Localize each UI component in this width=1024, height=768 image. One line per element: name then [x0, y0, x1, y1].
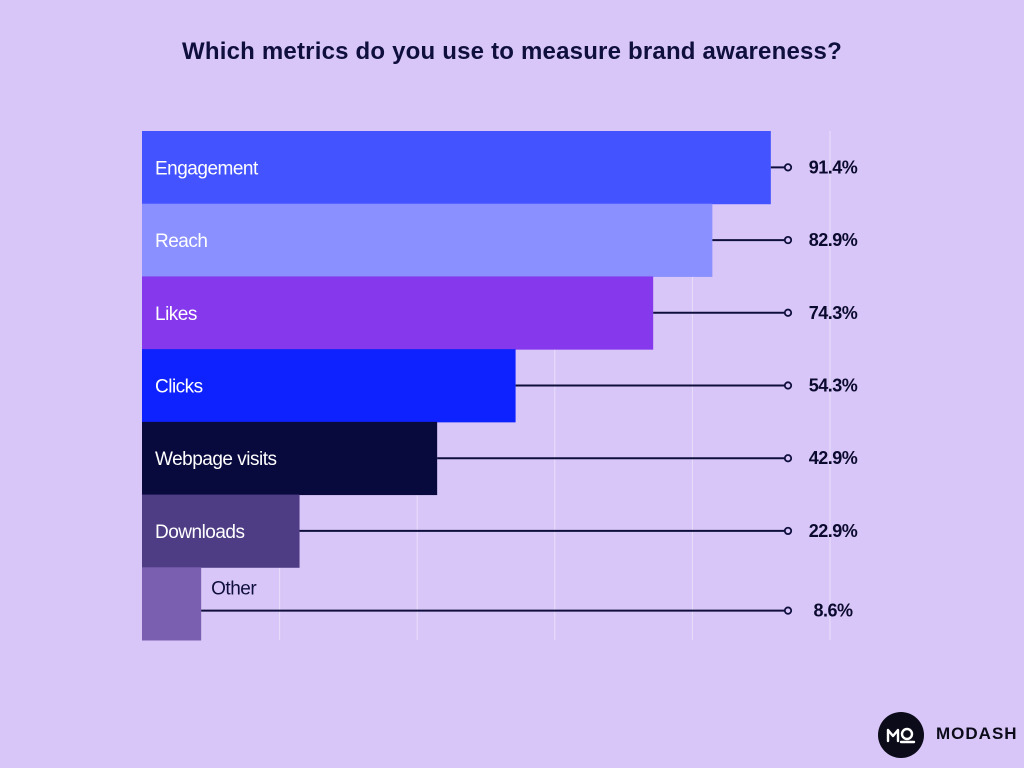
bar-label: Downloads — [155, 522, 245, 543]
value-label: 42.9% — [809, 448, 858, 468]
modash-logo-icon — [878, 712, 924, 758]
bar-reach — [142, 203, 713, 277]
bar-engagement — [142, 131, 771, 205]
bar-label: Likes — [155, 304, 197, 325]
bar-label: Webpage visits — [155, 449, 277, 470]
leader-dot — [783, 163, 793, 172]
value-label: 22.9% — [809, 521, 858, 541]
bar-label: Other — [211, 579, 257, 600]
leader-dot — [783, 606, 793, 615]
bar-likes — [142, 276, 654, 350]
value-label: 8.6% — [813, 601, 853, 621]
value-label: 74.3% — [809, 303, 858, 323]
leader-dot — [783, 235, 793, 245]
value-label: 54.3% — [809, 376, 858, 396]
leader-dot — [783, 381, 793, 390]
bar-label: Clicks — [155, 377, 203, 398]
value-label: 82.9% — [809, 230, 858, 250]
bar-webpage-visits — [142, 421, 438, 496]
bar-clicks — [142, 349, 516, 423]
bar-label: Reach — [155, 231, 207, 252]
leader-dot — [783, 526, 793, 536]
brand-name: MODASH — [936, 724, 1018, 743]
bar-other — [142, 567, 202, 641]
leader-dot — [783, 308, 793, 317]
leader-dot — [783, 454, 793, 463]
bar-downloads — [142, 494, 300, 568]
value-label: 91.4% — [809, 157, 858, 177]
bar-label: Engagement — [155, 158, 259, 179]
chart-title: Which metrics do you use to measure bran… — [182, 38, 842, 65]
